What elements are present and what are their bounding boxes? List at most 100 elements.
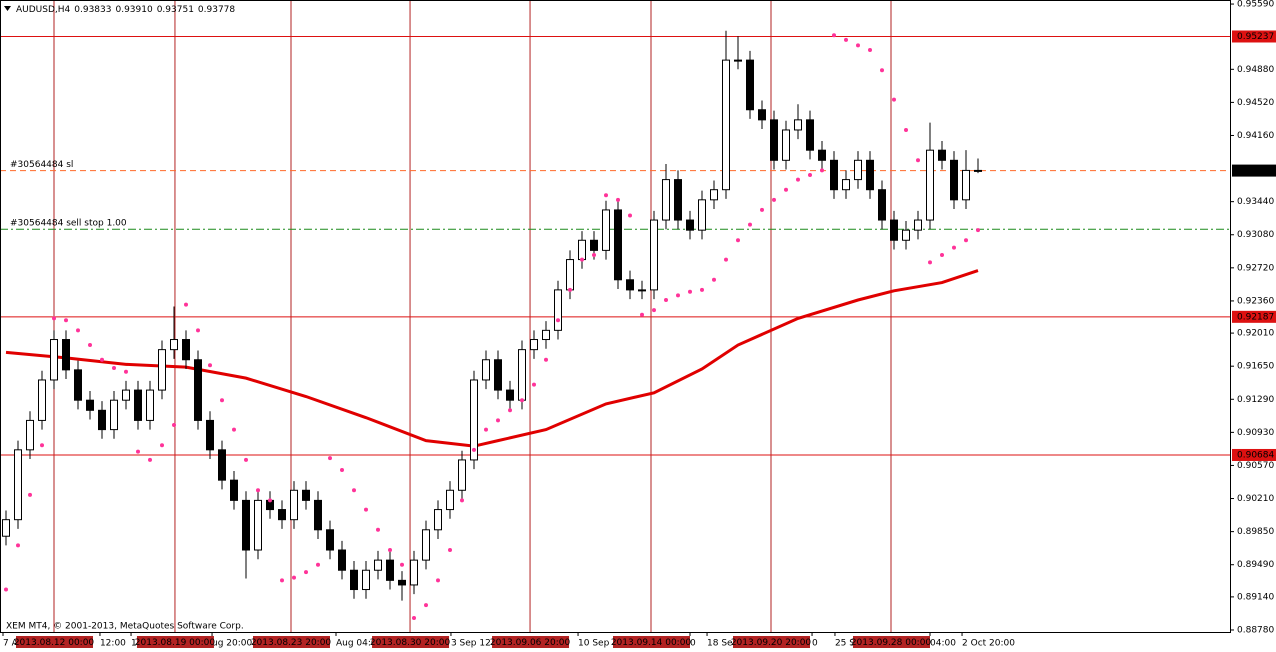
separator-label-box bbox=[613, 636, 690, 648]
separator-label-box bbox=[16, 636, 93, 648]
x-tick-label: 0 bbox=[812, 639, 818, 649]
sar-dot bbox=[532, 382, 536, 387]
x-tick-label: 25 S bbox=[835, 639, 855, 649]
sar-dot bbox=[112, 366, 116, 371]
candle-body bbox=[194, 359, 202, 421]
x-tick-label: 04:00 bbox=[930, 639, 956, 649]
candle-body bbox=[590, 239, 598, 251]
sar-dot bbox=[196, 328, 200, 333]
y-tick-label: 0.93080 bbox=[1237, 230, 1274, 240]
y-tick-label: 0.88780 bbox=[1237, 625, 1274, 635]
candle-body bbox=[386, 559, 394, 581]
candle-body bbox=[650, 219, 658, 291]
plot-area: #30564484 sl #30564484 sell stop 1.00 bbox=[0, 0, 1230, 632]
sar-dot bbox=[100, 357, 104, 362]
sar-dot bbox=[172, 423, 176, 428]
candle-body bbox=[530, 339, 538, 351]
sar-dot bbox=[40, 443, 44, 448]
separator-label: 2013.09.06 20:00 bbox=[490, 638, 571, 648]
sar-dot bbox=[916, 158, 920, 163]
candle-body bbox=[26, 419, 34, 451]
sar-dot bbox=[280, 578, 284, 583]
order-label: #30564484 sell stop 1.00 bbox=[10, 219, 127, 229]
sar-dot bbox=[124, 369, 128, 374]
candle-body bbox=[794, 119, 802, 131]
sar-dot bbox=[604, 193, 608, 198]
y-tick-label: 0.90570 bbox=[1237, 461, 1274, 471]
sar-dot bbox=[184, 302, 188, 307]
sar-dot bbox=[784, 187, 788, 192]
y-tick-label: 0.89140 bbox=[1237, 592, 1274, 602]
sar-dot bbox=[964, 238, 968, 243]
candle-body bbox=[302, 489, 310, 501]
candle-body bbox=[278, 509, 286, 521]
y-tick-label: 0.92360 bbox=[1237, 296, 1274, 306]
candle-body bbox=[578, 239, 586, 261]
sar-dot bbox=[520, 398, 524, 403]
candle-body bbox=[2, 519, 10, 537]
candle-body bbox=[170, 339, 178, 351]
separator-label-box bbox=[733, 636, 810, 648]
candle-body bbox=[674, 179, 682, 221]
x-tick-label: 2 Oct 20:00 bbox=[962, 639, 1015, 649]
sar-dot bbox=[328, 456, 332, 461]
sar-dot bbox=[256, 488, 260, 493]
dropdown-icon[interactable] bbox=[4, 6, 11, 11]
sar-dot bbox=[232, 427, 236, 432]
quote-value: 0.93778 bbox=[198, 5, 235, 15]
x-tick-label: 0 bbox=[690, 639, 696, 649]
candle-body bbox=[86, 399, 94, 411]
candle-body bbox=[614, 209, 622, 281]
candle-body bbox=[458, 459, 466, 491]
sar-dot bbox=[304, 570, 308, 575]
sar-dot bbox=[940, 252, 944, 257]
sar-dot bbox=[244, 457, 248, 462]
sar-dot bbox=[448, 548, 452, 553]
sar-dot bbox=[616, 197, 620, 202]
candle-body bbox=[806, 119, 814, 151]
sar-dot bbox=[424, 603, 428, 608]
candle-body bbox=[74, 369, 82, 401]
price-label-box bbox=[1232, 164, 1276, 177]
x-tick-label: 12:00 bbox=[100, 639, 126, 649]
sar-dot bbox=[592, 252, 596, 257]
candle-body bbox=[914, 219, 922, 231]
candle-body bbox=[146, 389, 154, 421]
candle-body bbox=[38, 379, 46, 421]
candle-body bbox=[62, 339, 70, 371]
sar-dot bbox=[736, 238, 740, 243]
x-tick-label: Aug 04:0 bbox=[336, 639, 377, 649]
y-tick-label: 0.94520 bbox=[1237, 98, 1274, 108]
sar-dot bbox=[748, 222, 752, 227]
candle-body bbox=[782, 129, 790, 161]
y-tick-label: 0.90210 bbox=[1237, 494, 1274, 504]
level-label-box bbox=[1232, 30, 1276, 43]
sar-dot bbox=[688, 289, 692, 294]
y-tick-label: 0.92720 bbox=[1237, 263, 1274, 273]
candle-body bbox=[218, 449, 226, 481]
sar-dot bbox=[292, 575, 296, 580]
sar-dot bbox=[628, 213, 632, 218]
candle-body bbox=[602, 209, 610, 251]
candle-body bbox=[290, 489, 298, 521]
candle-body bbox=[230, 479, 238, 501]
candle-body bbox=[542, 329, 550, 341]
y-tick-label: 0.89490 bbox=[1237, 560, 1274, 570]
sar-dot bbox=[16, 543, 20, 548]
candle-body bbox=[470, 379, 478, 461]
sar-dot bbox=[544, 357, 548, 362]
candle-body bbox=[866, 159, 874, 191]
sar-dot bbox=[952, 245, 956, 250]
separator-label: 2013.08.12 00:00 bbox=[14, 638, 95, 648]
candle-body bbox=[254, 499, 262, 551]
sar-dot bbox=[724, 257, 728, 262]
candle-body bbox=[842, 179, 850, 191]
sar-dot bbox=[640, 312, 644, 317]
sar-dot bbox=[880, 68, 884, 73]
candle-body bbox=[746, 59, 754, 111]
y-tick-label: 0.89850 bbox=[1237, 527, 1274, 537]
sar-dot bbox=[568, 287, 572, 292]
sar-dot bbox=[400, 562, 404, 567]
x-tick-label: ug 20:00 bbox=[212, 639, 252, 649]
